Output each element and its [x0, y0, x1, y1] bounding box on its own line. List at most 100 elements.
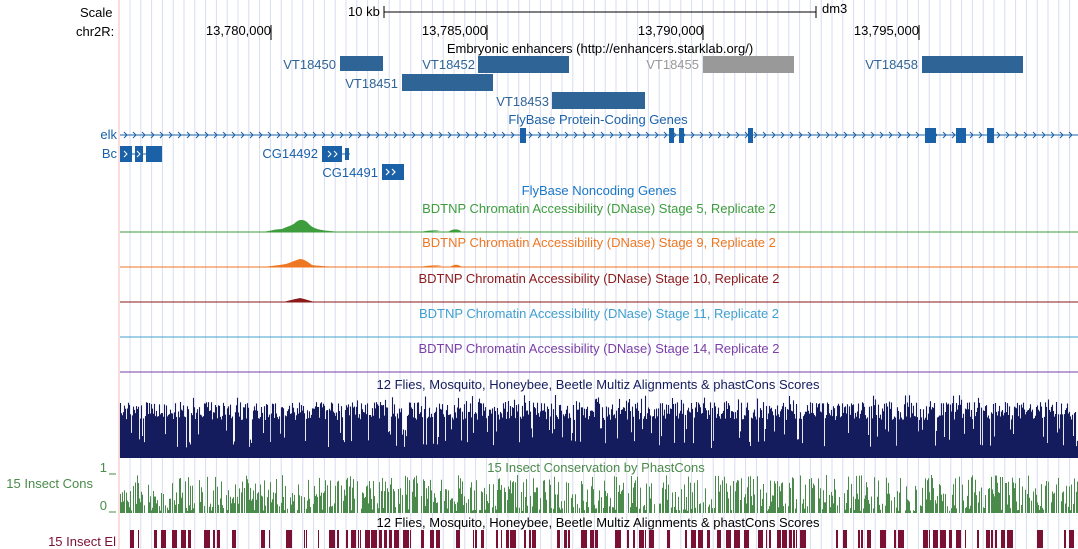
conserved-element [717, 530, 721, 548]
conserved-element [707, 530, 710, 548]
conserved-element [698, 530, 703, 548]
svg-text:VT18455: VT18455 [646, 57, 699, 72]
conserved-element [351, 530, 356, 548]
genes-track-title: FlyBase Protein-Coding Genes [508, 112, 688, 127]
svg-text:elk: elk [100, 127, 117, 142]
phastcons-track[interactable] [120, 475, 1078, 513]
conserved-element [410, 530, 411, 548]
conserved-element [991, 530, 993, 548]
conserved-element [436, 530, 440, 548]
conserved-element [691, 530, 696, 548]
conserved-element [384, 530, 387, 548]
assembly-label: dm3 [822, 1, 847, 16]
gene-bc[interactable]: Bc [102, 146, 162, 162]
enhancer-vt18455[interactable]: VT18455 [646, 56, 794, 73]
gene-elk[interactable]: elk [100, 127, 1078, 143]
conserved-element [800, 530, 806, 548]
enhancer-vt18452[interactable]: VT18452 [422, 56, 569, 73]
conserved-element [933, 530, 938, 548]
conserved-element [213, 530, 215, 548]
enhancer-vt18451[interactable]: VT18451 [345, 74, 493, 91]
conserved-element [138, 530, 139, 548]
dnase-track-stage11[interactable]: BDTNP Chromatin Accessibility (DNase) St… [120, 306, 1078, 338]
conserved-element [403, 530, 409, 548]
svg-text:BDTNP Chromatin Accessibility: BDTNP Chromatin Accessibility (DNase) St… [418, 341, 779, 356]
conserved-element [744, 530, 749, 548]
elements-side-label[interactable]: 15 Insect El [48, 534, 116, 549]
conserved-element [172, 530, 177, 548]
svg-text:Bc: Bc [102, 146, 118, 161]
coordinate-ruler: 13,780,000 13,785,000 13,790,000 13,795,… [206, 23, 920, 40]
phastcons-side-label[interactable]: 15 Insect Cons [6, 476, 93, 491]
conserved-element [269, 530, 270, 548]
gene-cg14492[interactable]: CG14492 [262, 146, 350, 162]
conserved-element [615, 530, 621, 548]
conserved-element [154, 530, 157, 548]
conserved-element [769, 530, 771, 548]
coordinate-tick-label: 13,790,000 [638, 23, 703, 38]
conserved-element [861, 530, 863, 548]
conserved-element [501, 530, 502, 548]
enhancer-vt18458[interactable]: VT18458 [865, 56, 1023, 73]
conserved-element [306, 530, 307, 548]
conserved-element [898, 530, 904, 548]
conserved-element [726, 530, 731, 548]
conserved-element [524, 530, 526, 548]
conserved-element [667, 530, 670, 548]
conserved-element [590, 530, 594, 548]
phastcons-bars [120, 475, 1078, 513]
conserved-element [564, 530, 567, 548]
enhancers-track-title: Embryonic enhancers (http://enhancers.st… [447, 41, 753, 56]
scale-bar [383, 6, 817, 18]
enhancer-vt18450[interactable]: VT18450 [283, 56, 383, 72]
enhancer-vt18453[interactable]: VT18453 [496, 92, 645, 109]
scale-label: Scale [80, 5, 113, 20]
conserved-element [389, 530, 392, 548]
conserved-element [557, 530, 560, 548]
conserved-element [430, 530, 434, 548]
dnase-track-stage14[interactable]: BDTNP Chromatin Accessibility (DNase) St… [120, 341, 1078, 373]
noncoding-track-title: FlyBase Noncoding Genes [522, 183, 677, 198]
conserved-element [496, 530, 498, 548]
conserved-element [995, 530, 997, 548]
svg-text:BDTNP Chromatin Accessibility: BDTNP Chromatin Accessibility (DNase) St… [422, 201, 776, 216]
phastcons-axis-max: 1 [100, 460, 107, 475]
conserved-element [986, 530, 990, 548]
conserved-element [1064, 530, 1066, 548]
conserved-element [456, 530, 460, 548]
gene-cg14491[interactable]: CG14491 [322, 164, 404, 180]
svg-text:BDTNP Chromatin Accessibility: BDTNP Chromatin Accessibility (DNase) St… [419, 306, 779, 321]
conserved-elements-track[interactable] [130, 530, 1074, 548]
conserved-element [532, 530, 536, 548]
conserved-element [836, 530, 838, 548]
svg-text:BDTNP Chromatin Accessibility: BDTNP Chromatin Accessibility (DNase) St… [418, 271, 779, 286]
conserved-element [685, 530, 687, 548]
conserved-element [633, 530, 635, 548]
dnase-track-stage9[interactable]: BDTNP Chromatin Accessibility (DNase) St… [120, 235, 1078, 268]
conserved-element [188, 530, 191, 548]
dnase-track-stage10[interactable]: BDTNP Chromatin Accessibility (DNase) St… [120, 271, 1078, 303]
conserved-element [529, 530, 531, 548]
conserved-element [858, 530, 860, 548]
coordinate-tick-label: 13,795,000 [854, 23, 919, 38]
multiz-conservation-track[interactable] [119, 395, 1078, 458]
chrom-label: chr2R: [76, 24, 114, 39]
svg-text:VT18450: VT18450 [283, 57, 336, 72]
dnase-track-stage5[interactable]: BDTNP Chromatin Accessibility (DNase) St… [120, 201, 1078, 233]
conserved-element [843, 530, 847, 548]
conserved-element [734, 530, 740, 548]
svg-text:VT18451: VT18451 [345, 76, 398, 91]
conserved-element [627, 530, 629, 548]
conserved-element [949, 530, 952, 548]
conserved-element [506, 530, 509, 548]
multiz-bars [119, 395, 1078, 458]
conserved-element [379, 530, 382, 548]
conserved-element [796, 530, 797, 548]
conserved-element [777, 530, 781, 548]
svg-text:CG14492: CG14492 [262, 146, 318, 161]
coordinate-tick-label: 13,785,000 [422, 23, 487, 38]
conserved-element [304, 530, 305, 548]
coordinate-tick-label: 13,780,000 [206, 23, 271, 38]
conserved-element [371, 530, 377, 548]
